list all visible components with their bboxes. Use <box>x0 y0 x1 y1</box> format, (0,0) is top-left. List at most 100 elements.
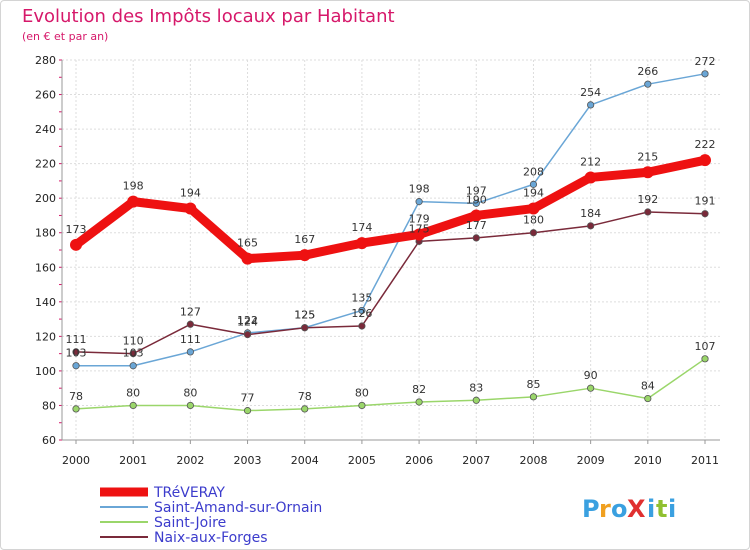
chart-subtitle: (en € et par an) <box>22 30 108 43</box>
legend-label-saint-amand-sur-ornain: Saint-Amand-sur-Ornain <box>154 500 322 516</box>
y-tick-label: 60 <box>42 434 56 447</box>
data-point-naix-aux-forges <box>301 324 309 332</box>
data-label: 83 <box>469 381 483 394</box>
data-label: 180 <box>523 214 544 227</box>
legend: TRéVERAYSaint-Amand-sur-OrnainSaint-Joir… <box>100 485 322 546</box>
y-tick-label: 140 <box>35 296 56 309</box>
data-point-tr-veray <box>413 228 426 241</box>
data-point-tr-veray <box>355 237 368 250</box>
y-tick-label: 160 <box>35 261 56 274</box>
data-point-saint-joire <box>701 355 709 363</box>
data-point-saint-joire <box>472 396 480 404</box>
y-tick-label: 200 <box>35 192 56 205</box>
y-tick-label: 100 <box>35 365 56 378</box>
data-label: 80 <box>183 386 197 399</box>
data-label: 272 <box>695 55 716 68</box>
series-line-naix-aux-forges <box>75 211 706 355</box>
data-point-tr-veray <box>641 166 654 179</box>
y-tick-label: 220 <box>35 158 56 171</box>
data-label: 124 <box>237 316 258 329</box>
logo-letter: i <box>647 495 655 523</box>
data-point-naix-aux-forges <box>358 322 366 330</box>
x-tick-label: 2004 <box>291 454 319 467</box>
x-tick-label: 2003 <box>234 454 262 467</box>
y-tick-label: 80 <box>42 399 56 412</box>
data-point-saint-amand-sur-ornain <box>644 80 652 88</box>
logo-letter: r <box>599 495 611 523</box>
data-label: 80 <box>126 386 140 399</box>
data-point-tr-veray <box>241 252 254 265</box>
logo-letter: o <box>611 495 628 523</box>
data-label: 90 <box>584 369 598 382</box>
x-tick-label: 2007 <box>462 454 490 467</box>
data-label: 111 <box>66 333 87 346</box>
data-label: 103 <box>123 347 144 360</box>
data-point-naix-aux-forges <box>701 210 709 218</box>
data-point-saint-amand-sur-ornain <box>587 101 595 109</box>
data-label: 184 <box>580 207 601 220</box>
data-label: 192 <box>637 193 658 206</box>
data-point-tr-veray <box>127 195 140 208</box>
data-point-saint-amand-sur-ornain <box>186 348 194 356</box>
data-point-saint-joire <box>358 401 366 410</box>
data-label: 194 <box>523 187 544 200</box>
y-tick-label: 260 <box>35 89 56 102</box>
data-label: 107 <box>695 340 716 353</box>
chart-title: Evolution des Impôts locaux par Habitant <box>22 6 395 27</box>
data-label: 198 <box>123 180 144 193</box>
data-point-saint-amand-sur-ornain <box>701 70 709 78</box>
series-line-tr-veray <box>71 155 710 264</box>
data-label: 177 <box>466 219 487 232</box>
series-line-saint-amand-sur-ornain <box>75 73 706 367</box>
data-label: 82 <box>412 383 426 396</box>
data-label: 174 <box>351 221 372 234</box>
y-tick-label: 120 <box>35 330 56 343</box>
data-label: 85 <box>526 378 540 391</box>
data-label: 266 <box>637 65 658 78</box>
data-label: 135 <box>351 291 372 304</box>
data-point-naix-aux-forges <box>243 331 252 339</box>
series <box>70 70 711 415</box>
data-label: 125 <box>294 309 315 322</box>
data-label: 103 <box>66 347 87 360</box>
data-point-naix-aux-forges <box>129 350 137 358</box>
data-point-saint-joire <box>587 384 595 392</box>
data-label: 190 <box>466 193 487 206</box>
legend-label-tr-veray: TRéVERAY <box>153 485 225 501</box>
data-point-saint-joire <box>301 405 309 413</box>
data-point-naix-aux-forges <box>186 320 194 328</box>
data-label: 212 <box>580 155 601 168</box>
legend-label-naix-aux-forges: Naix-aux-Forges <box>154 530 268 546</box>
data-label: 191 <box>695 195 716 208</box>
data-label: 78 <box>69 390 83 403</box>
data-label: 126 <box>351 307 372 320</box>
x-tick-label: 2009 <box>577 454 605 467</box>
series-line-saint-joire <box>75 358 706 412</box>
data-point-naix-aux-forges <box>72 348 80 356</box>
y-tick-label: 280 <box>35 54 56 67</box>
data-point-saint-joire <box>129 401 137 410</box>
data-point-saint-joire <box>415 398 423 406</box>
data-point-saint-amand-sur-ornain <box>129 362 137 370</box>
data-label: 125 <box>294 309 315 322</box>
data-point-saint-joire <box>243 407 252 415</box>
data-point-saint-amand-sur-ornain <box>415 198 423 206</box>
data-label: 110 <box>123 335 144 348</box>
data-point-saint-amand-sur-ornain <box>358 306 366 315</box>
data-point-saint-joire <box>529 393 538 401</box>
data-point-naix-aux-forges <box>587 222 595 230</box>
data-point-tr-veray <box>70 238 82 251</box>
x-tick-label: 2005 <box>348 454 376 467</box>
x-tick-label: 2001 <box>119 454 147 467</box>
data-point-saint-joire <box>644 394 652 403</box>
x-tick-label: 2002 <box>176 454 204 467</box>
data-label: 84 <box>641 380 655 393</box>
data-label: 197 <box>466 184 487 197</box>
data-point-saint-amand-sur-ornain <box>529 180 538 188</box>
x-tick-label: 2011 <box>691 454 719 467</box>
data-label: 111 <box>180 333 201 346</box>
logo-letter: P <box>582 495 600 523</box>
logo-letter: i <box>668 495 676 523</box>
data-point-saint-joire <box>72 405 80 413</box>
